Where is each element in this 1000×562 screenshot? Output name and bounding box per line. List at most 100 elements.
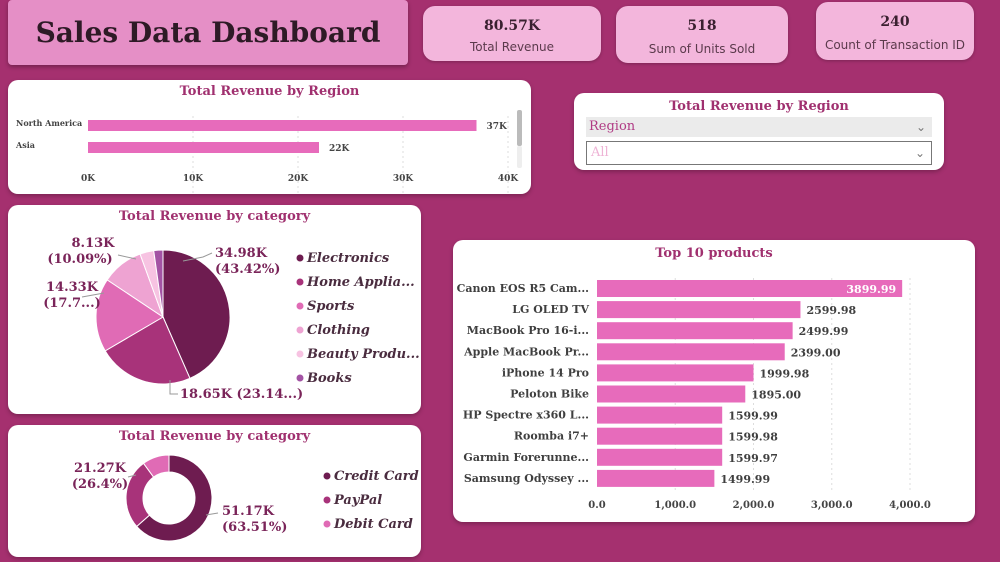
legend-label: Credit Card xyxy=(334,469,419,484)
chart-title: Total Revenue by category xyxy=(118,429,311,444)
product-data-label: 2499.99 xyxy=(799,325,849,338)
legend-marker xyxy=(323,520,331,528)
product-data-label: 3899.99 xyxy=(846,283,896,296)
scrollbar-thumb xyxy=(517,110,522,146)
kpi-label: Count of Transaction ID xyxy=(824,38,966,52)
kpi-total-revenue[interactable]: 80.57K Total Revenue xyxy=(423,6,601,61)
product-label: Apple MacBook Pr... xyxy=(463,345,589,358)
pie-slice xyxy=(95,279,164,352)
chart-title: Total Revenue by category xyxy=(118,209,311,224)
region-dropdown[interactable]: All ⌄ xyxy=(586,141,932,165)
donut-data-label: 51.17K xyxy=(222,504,275,519)
legend-marker xyxy=(296,254,304,262)
scrollbar-track xyxy=(517,146,522,168)
product-data-label: 1599.99 xyxy=(728,410,778,423)
top-products-bar-chart: 0.0 1,000.0 2,000.0 3,000.0 4,000.0 Canon EOS… xyxy=(457,278,931,511)
slicer-field-header[interactable]: Region ⌄ xyxy=(586,117,932,137)
donut-data-label: (26.4%) xyxy=(72,477,128,492)
product-data-label: 2399.00 xyxy=(791,346,841,359)
product-data-label: 1599.97 xyxy=(728,452,778,465)
legend-marker xyxy=(296,302,304,310)
legend-label: Books xyxy=(306,371,352,386)
pie-data-label: 14.33K xyxy=(46,280,99,295)
product-bar xyxy=(597,364,754,382)
leader-line xyxy=(117,254,137,260)
x-tick-label: 3,000.0 xyxy=(811,500,853,511)
legend-label: Sports xyxy=(307,299,355,314)
pie-data-label: (43.42%) xyxy=(215,262,280,277)
region-category-label: North America xyxy=(16,118,82,128)
product-label: MacBook Pro 16-i... xyxy=(467,324,589,337)
kpi-units-sold[interactable]: 518 Sum of Units Sold xyxy=(616,6,788,63)
region-slicer[interactable]: Total Revenue by Region Region ⌄ All ⌄ xyxy=(574,93,944,170)
chart-title: Total Revenue by Region xyxy=(179,84,360,99)
pie-data-label: 18.65K (23.14...) xyxy=(180,387,303,402)
dashboard-title: Sales Data Dashboard xyxy=(8,0,408,65)
legend-marker xyxy=(296,278,304,286)
product-bar xyxy=(597,427,723,445)
product-data-label: 1895.00 xyxy=(751,389,801,402)
product-data-label: 2599.98 xyxy=(806,304,856,317)
x-tick-label: 0.0 xyxy=(588,500,605,511)
donut-data-label: 21.27K xyxy=(74,461,127,476)
leader-line xyxy=(81,292,105,298)
x-tick-label: 1,000.0 xyxy=(654,500,696,511)
product-bar xyxy=(597,280,903,297)
legend-marker xyxy=(296,350,304,358)
category-pie-chart: 34.98K(43.42%) 18.65K (23.14...) 14.33K(17… xyxy=(43,236,420,402)
region-bar xyxy=(88,120,477,131)
legend-marker xyxy=(296,374,304,382)
product-bar xyxy=(597,343,785,361)
product-label: HP Spectre x360 L... xyxy=(463,409,589,422)
pie-data-label: (17.7...) xyxy=(43,296,101,311)
top-products-card[interactable]: Top 10 products 0.0 1,000.0 2,000.0 3,000.0… xyxy=(453,240,975,522)
category-pie-card[interactable]: Total Revenue by category 34.98K (43.42%)… xyxy=(8,205,421,414)
x-tick-label: 40K xyxy=(498,174,520,184)
chart-title: Top 10 products xyxy=(655,246,773,261)
product-label: Peloton Bike xyxy=(510,388,589,401)
pie-data-label: 8.13K xyxy=(72,236,116,251)
dashboard-title-text: Sales Data Dashboard xyxy=(35,16,381,49)
slicer-field-label: Region xyxy=(589,119,636,134)
x-tick-label: 10K xyxy=(183,174,205,184)
product-bar xyxy=(597,406,723,424)
kpi-label: Total Revenue xyxy=(469,40,555,54)
legend-label: Beauty Produ... xyxy=(306,347,420,362)
slicer-title: Total Revenue by Region xyxy=(669,99,849,114)
kpi-transaction-count[interactable]: 240 Count of Transaction ID xyxy=(816,2,974,60)
x-tick-label: 30K xyxy=(393,174,415,184)
legend-label: Clothing xyxy=(307,323,370,338)
leader-line xyxy=(182,252,213,262)
product-label: LG OLED TV xyxy=(512,303,589,316)
legend-marker xyxy=(323,472,331,480)
legend-label: Debit Card xyxy=(333,517,413,532)
donut-data-label: (63.51%) xyxy=(222,520,287,535)
pie-slice xyxy=(153,249,164,318)
legend-label: Electronics xyxy=(306,251,390,266)
region-bar-chart: 0K 10K 20K 30K 40K North America 37K Asia 22K xyxy=(15,110,522,194)
product-bar xyxy=(597,469,715,487)
chevron-down-icon[interactable]: ⌄ xyxy=(915,120,926,134)
payment-donut-card[interactable]: Total Revenue by category 51.17K (63.51%)… xyxy=(8,425,421,557)
region-data-label: 37K xyxy=(487,122,509,132)
pie-slice xyxy=(162,249,231,380)
x-tick-label: 4,000.0 xyxy=(889,500,931,511)
pie-data-label: 34.98K xyxy=(215,246,268,261)
product-bar xyxy=(597,448,723,466)
legend-label: Home Applia... xyxy=(306,275,415,290)
x-tick-label: 20K xyxy=(288,174,310,184)
legend-label: PayPal xyxy=(333,493,382,508)
x-tick-label: 0K xyxy=(81,174,96,184)
chevron-down-icon: ⌄ xyxy=(914,146,925,160)
kpi-value: 80.57K xyxy=(483,18,540,34)
product-label: Canon EOS R5 Cam... xyxy=(457,282,589,295)
region-category-label: Asia xyxy=(15,140,35,150)
kpi-value: 518 xyxy=(687,18,717,34)
x-tick-label: 2,000.0 xyxy=(733,500,775,511)
product-bar xyxy=(597,301,801,319)
product-label: Garmin Forerunne... xyxy=(463,451,589,464)
leader-line xyxy=(169,380,178,395)
pie-data-label: (10.09%) xyxy=(47,252,112,267)
legend-marker xyxy=(323,496,331,504)
region-revenue-card[interactable]: Total Revenue by Region 0K 10K 20K 30K 40K No… xyxy=(8,80,531,194)
